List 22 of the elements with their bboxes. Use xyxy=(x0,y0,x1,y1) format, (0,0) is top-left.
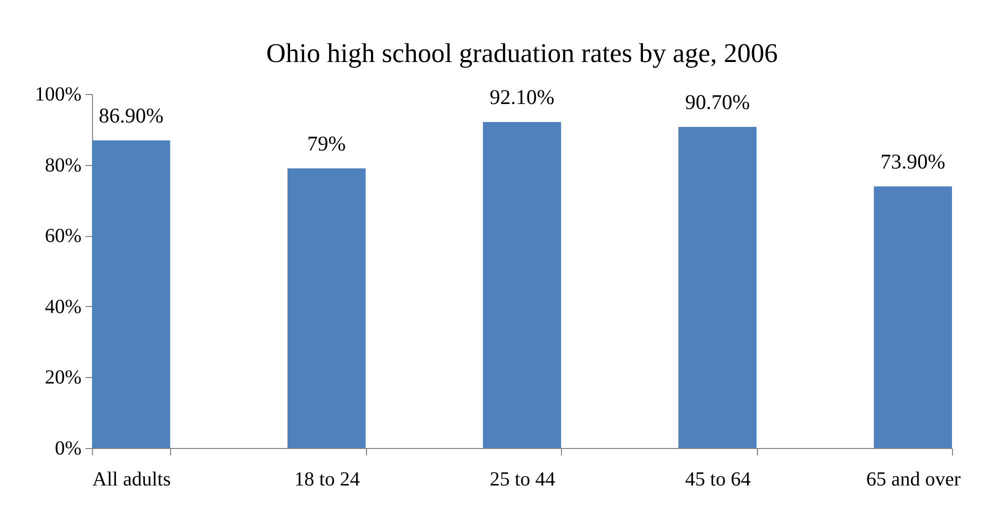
y-tick-label: 100% xyxy=(34,84,82,106)
bar xyxy=(874,186,952,448)
x-tick-label: All adults xyxy=(92,468,171,490)
bar xyxy=(482,122,562,448)
y-tick-label: 20% xyxy=(44,366,82,389)
chart-title: Ohio high school graduation rates by age, 2006 xyxy=(266,38,778,68)
data-label: 79% xyxy=(307,131,346,156)
bar xyxy=(92,140,170,448)
y-tick-label: 80% xyxy=(44,154,82,176)
y-tick-label: 60% xyxy=(44,225,82,248)
y-tick-label: 0% xyxy=(54,438,82,460)
x-tick-label: 45 to 64 xyxy=(685,468,751,490)
x-tick-label: 65 and over xyxy=(866,468,961,490)
data-label: 90.70% xyxy=(685,90,750,114)
x-tick-label: 25 to 44 xyxy=(490,468,556,490)
data-label: 92.10% xyxy=(490,84,554,109)
bar xyxy=(678,126,757,448)
x-tick-label: 18 to 24 xyxy=(294,468,360,490)
y-tick-label: 40% xyxy=(44,296,82,318)
data-label: 86.90% xyxy=(98,103,164,128)
data-label: 73.90% xyxy=(880,149,946,174)
bar xyxy=(287,168,366,448)
